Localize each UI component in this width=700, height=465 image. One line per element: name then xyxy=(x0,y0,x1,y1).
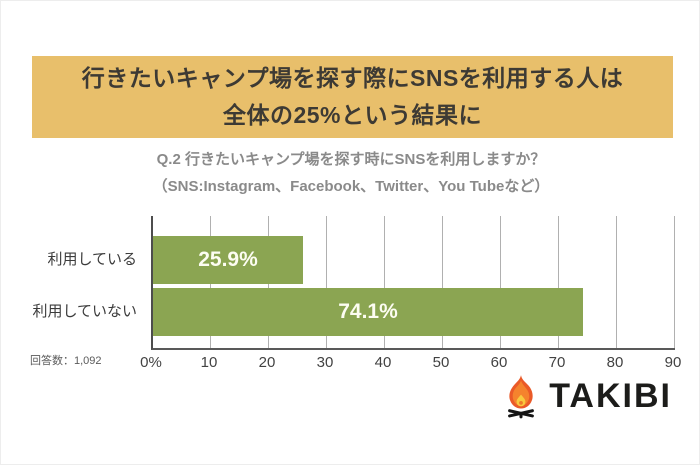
x-tick-label: 10 xyxy=(200,354,218,371)
respondent-count: 回答数：1,092 xyxy=(30,355,102,367)
bar-2: 74.1% xyxy=(153,288,583,336)
x-tick-label: 0% xyxy=(140,354,162,371)
x-tick-label: 70 xyxy=(548,354,566,371)
gridline xyxy=(326,216,327,348)
campfire-icon xyxy=(508,375,535,419)
gridline xyxy=(442,216,443,348)
title-line-2: 全体の25%という結果に xyxy=(222,102,483,128)
x-tick-label: 50 xyxy=(432,354,450,371)
logs xyxy=(508,409,535,419)
bar-value-label: 74.1% xyxy=(338,300,398,323)
plot-area: 25.9% 74.1% xyxy=(151,216,675,350)
x-tick-label: 90 xyxy=(664,354,682,371)
question-subtitle: Q.2 行きたいキャンプ場を探す時にSNSを利用しますか？ （SNS:Insta… xyxy=(1,146,699,200)
logo-text: TAKIBI xyxy=(549,377,672,415)
takibi-logo: TAKIBI xyxy=(502,373,672,419)
x-tick-label: 20 xyxy=(258,354,276,371)
subtitle-line-2: （SNS:Instagram、Facebook、Twitter、You Tube… xyxy=(152,178,550,195)
category-label: 利用している xyxy=(47,251,137,268)
title-line-1: 行きたいキャンプ場を探す際にSNSを利用する人は xyxy=(81,65,624,91)
gridline xyxy=(558,216,559,348)
x-tick-label: 30 xyxy=(316,354,334,371)
bar-1: 25.9% xyxy=(153,236,303,284)
bar-value-label: 25.9% xyxy=(198,248,258,271)
gridline xyxy=(616,216,617,348)
x-tick-label: 80 xyxy=(606,354,624,371)
x-tick-label: 40 xyxy=(374,354,392,371)
gridline xyxy=(384,216,385,348)
gridline xyxy=(500,216,501,348)
x-tick-label: 60 xyxy=(490,354,508,371)
category-label: 利用していない xyxy=(32,303,137,320)
subtitle-line-1: Q.2 行きたいキャンプ場を探す時にSNSを利用しますか？ xyxy=(156,151,546,168)
gridline xyxy=(674,216,675,348)
title-banner: 行きたいキャンプ場を探す際にSNSを利用する人は 全体の25%という結果に xyxy=(32,56,673,138)
